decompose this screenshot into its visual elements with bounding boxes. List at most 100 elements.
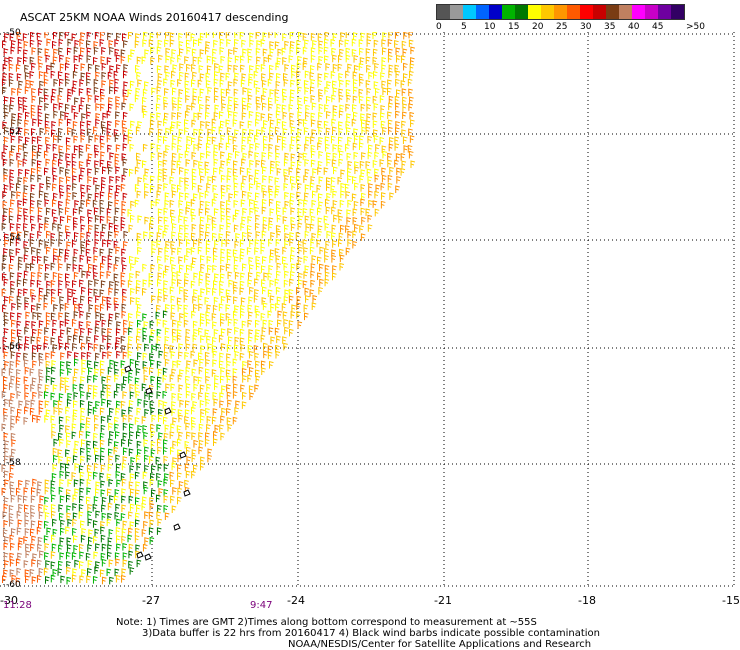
wind-barb [8, 513, 14, 521]
wind-barb [360, 207, 366, 216]
wind-barb [396, 167, 401, 176]
wind-barb [121, 409, 127, 417]
wind-barb [165, 55, 171, 63]
wind-barb [304, 39, 309, 47]
wind-barb [94, 167, 100, 176]
wind-barb [311, 199, 317, 208]
wind-barb [178, 153, 184, 161]
wind-barb [151, 465, 156, 473]
wind-barb [136, 56, 142, 65]
wind-barb [86, 351, 92, 360]
wind-barb [177, 96, 183, 105]
wind-barb [114, 134, 120, 143]
wind-barb [23, 151, 29, 160]
wind-barb [38, 294, 44, 303]
wind-barb [87, 94, 93, 103]
wind-barb [211, 126, 217, 135]
wind-barb [130, 287, 135, 296]
wind-barb [324, 55, 329, 63]
wind-barb [93, 385, 98, 393]
wind-barb [115, 119, 120, 128]
wind-barb [52, 447, 58, 456]
wind-barb [115, 54, 121, 63]
wind-barb [65, 56, 71, 65]
wind-barb [388, 64, 394, 73]
wind-barb [297, 256, 303, 265]
wind-barb [165, 303, 170, 312]
wind-barb [345, 79, 351, 88]
wind-barb [158, 350, 164, 359]
wind-barb [213, 280, 218, 288]
wind-barb [176, 160, 182, 169]
wind-barb [309, 246, 315, 255]
wind-barb [57, 449, 63, 457]
wind-barb [135, 481, 140, 489]
wind-barb [116, 518, 121, 527]
wind-barb [10, 287, 15, 296]
wind-barb [410, 160, 416, 169]
wind-barb [262, 216, 268, 225]
wind-barb [253, 294, 259, 303]
wind-barb [100, 480, 105, 489]
wind-barb [88, 529, 93, 537]
wind-barb [304, 184, 310, 192]
wind-barb [296, 167, 301, 176]
wind-barb [36, 166, 42, 175]
wind-barb [4, 440, 10, 448]
wind-barb [269, 126, 274, 135]
wind-barb [25, 79, 31, 88]
wind-barb [381, 64, 386, 73]
wind-barb [50, 312, 56, 321]
wind-barb [120, 279, 126, 288]
wind-barb [191, 151, 197, 160]
legend-color-bar [436, 4, 685, 20]
wind-barb [16, 223, 22, 231]
wind-barb [108, 287, 113, 296]
wind-barb [107, 335, 112, 343]
wind-barb [170, 56, 175, 65]
wind-barb [212, 287, 217, 296]
wind-barb [162, 310, 168, 319]
wind-barb [290, 192, 295, 201]
wind-barb [66, 160, 71, 169]
wind-barb [135, 33, 140, 41]
wind-barb [115, 535, 121, 543]
wind-barb [92, 199, 98, 208]
wind-barb [169, 32, 175, 40]
wind-barb [177, 409, 183, 417]
wind-barb [65, 471, 70, 479]
wind-barb [198, 446, 204, 455]
wind-barb [72, 518, 77, 527]
wind-barb [86, 464, 92, 473]
wind-barb [324, 136, 330, 144]
wind-barb [171, 223, 177, 231]
wind-barb [401, 120, 406, 129]
lat-label-54: -54 [6, 233, 21, 243]
wind-barb [331, 47, 336, 56]
wind-barb [149, 32, 155, 41]
wind-barb [345, 120, 351, 129]
wind-barb [44, 167, 49, 176]
wind-barb [190, 137, 196, 145]
wind-barb [179, 177, 184, 185]
wind-barb [38, 352, 44, 361]
wind-barb [225, 304, 231, 312]
wind-barb [80, 191, 86, 200]
wind-barb [191, 102, 196, 111]
wind-barb [332, 200, 338, 208]
wind-barb [114, 342, 120, 351]
wind-barb [106, 270, 112, 279]
wind-barb [163, 183, 168, 191]
wind-barb [388, 102, 393, 111]
wind-barb [144, 464, 149, 473]
wind-barb [94, 150, 100, 159]
wind-barb [51, 543, 57, 552]
wind-barb [86, 120, 92, 129]
wind-barb [3, 520, 9, 528]
wind-barb [359, 135, 364, 143]
wind-barb [340, 224, 345, 233]
wind-barb [102, 335, 107, 343]
wind-barb [71, 160, 77, 169]
wind-barb [31, 62, 36, 71]
wind-barb [37, 199, 42, 208]
